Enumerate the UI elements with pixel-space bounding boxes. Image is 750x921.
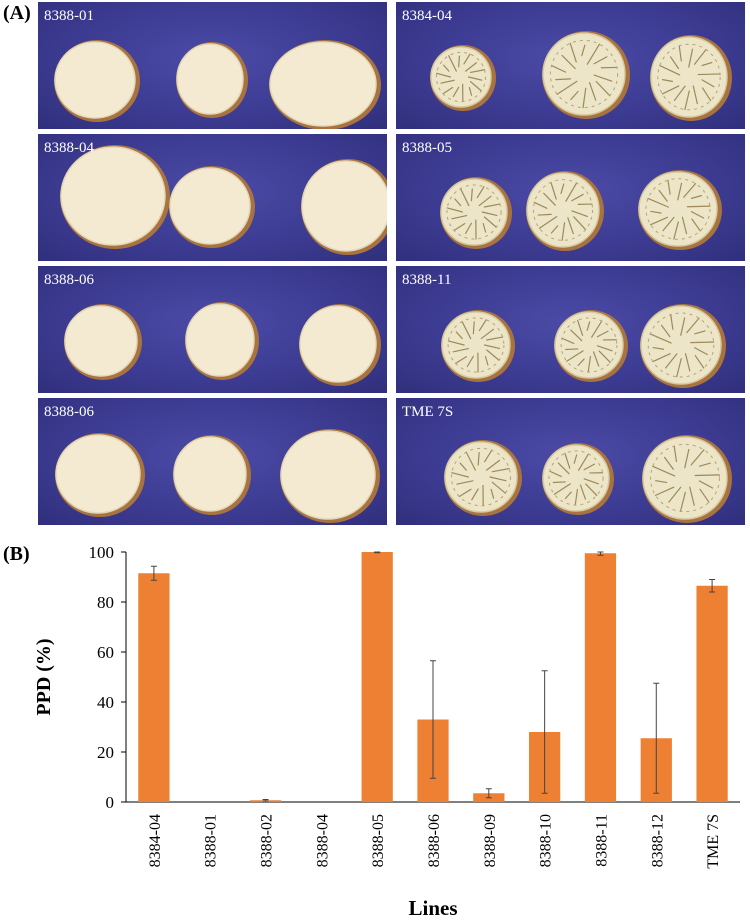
x-tick-label: 8388-04 (314, 814, 331, 867)
root-slice (640, 304, 726, 388)
error-bar (709, 579, 716, 593)
error-bar (653, 682, 660, 794)
x-tick-label: 8388-02 (259, 814, 276, 867)
bar (696, 585, 728, 802)
bar (361, 552, 393, 802)
root-slices (430, 31, 732, 121)
root-slice (280, 429, 380, 523)
root-slices (444, 435, 732, 523)
y-tick-label: 60 (97, 643, 114, 662)
x-tick-label: 8388-01 (203, 814, 220, 867)
root-slice (441, 310, 515, 382)
x-tick-label: 8388-09 (482, 814, 499, 867)
root-slices (60, 145, 387, 255)
x-tick-label: 8388-05 (370, 814, 387, 867)
root-slices (441, 304, 726, 388)
root-photo-grid: 8388-01 8384-04 8388-04 8388-05 8388-06 … (38, 2, 745, 526)
root-slice (440, 177, 512, 249)
photo-line-label: 8384-04 (402, 8, 452, 24)
x-tick-label: 8388-06 (426, 814, 443, 867)
bar (584, 553, 617, 802)
root-slice (60, 145, 170, 249)
root-slice (554, 310, 628, 382)
ppd-bar-chart: 0 20 40 60 80 100 8384-04 8388-01 8388-02 8388-04… (33, 543, 740, 920)
bar (138, 573, 170, 802)
photo-line-label: 8388-11 (402, 272, 452, 288)
panel-b-label: (B) (3, 543, 30, 565)
y-tick-label: 100 (89, 543, 115, 562)
panel-a-label: (A) (3, 2, 31, 24)
root-slice (650, 35, 732, 121)
root-slice (444, 440, 522, 516)
y-axis-label: PPD (%) (33, 638, 55, 715)
photo-line-label: 8388-04 (44, 140, 94, 156)
photo-line-label: 8388-01 (44, 8, 94, 24)
error-bar (262, 799, 269, 802)
root-slice (176, 42, 248, 118)
root-slice (185, 302, 259, 380)
x-tick-label: 8384-04 (147, 814, 164, 867)
root-slice (269, 40, 381, 129)
root-photo: 8388-04 (38, 134, 387, 261)
x-tick-label: TME 7S (705, 814, 722, 869)
error-bar (374, 551, 381, 554)
x-tick-label: 8388-10 (538, 814, 555, 867)
root-slice (638, 170, 722, 250)
y-tick-label: 80 (97, 593, 114, 612)
root-slices (64, 302, 381, 386)
root-slice (173, 435, 251, 515)
error-bar (485, 788, 492, 799)
root-slice (299, 304, 381, 386)
root-slice (642, 435, 732, 523)
photo-line-label: 8388-05 (402, 140, 452, 156)
root-photo: TME 7S (396, 398, 745, 525)
error-bar (150, 565, 157, 581)
root-slice (526, 171, 604, 251)
x-axis-label: Lines (408, 896, 457, 920)
root-slice (64, 304, 142, 380)
root-slice (55, 433, 145, 517)
y-tick-label: 0 (106, 793, 115, 812)
y-tick-label: 20 (97, 743, 114, 762)
y-tick-label: 40 (97, 693, 114, 712)
root-slice (54, 40, 140, 122)
x-tick-label: 8388-11 (593, 814, 610, 867)
root-slices (54, 40, 381, 129)
photo-line-label: 8388-06 (44, 404, 94, 420)
root-slices (55, 429, 380, 523)
error-bar (597, 551, 604, 556)
root-photo: 8388-06 (38, 266, 387, 393)
root-photo: 8384-04 (396, 2, 745, 129)
error-bar (430, 660, 436, 779)
x-tick-label: 8388-12 (649, 814, 666, 867)
error-bar (541, 670, 548, 794)
root-photo: 8388-11 (396, 266, 745, 393)
root-slice (169, 166, 255, 248)
root-slice (301, 159, 387, 255)
photo-line-label: 8388-06 (44, 272, 94, 288)
root-slices (440, 170, 722, 251)
root-slice (542, 31, 630, 119)
root-slice (542, 443, 614, 515)
root-photo: 8388-06 (38, 398, 387, 525)
root-slice (430, 45, 496, 111)
photo-line-label: TME 7S (402, 404, 454, 420)
root-photo: 8388-05 (396, 134, 745, 261)
root-photo: 8388-01 (38, 2, 387, 129)
